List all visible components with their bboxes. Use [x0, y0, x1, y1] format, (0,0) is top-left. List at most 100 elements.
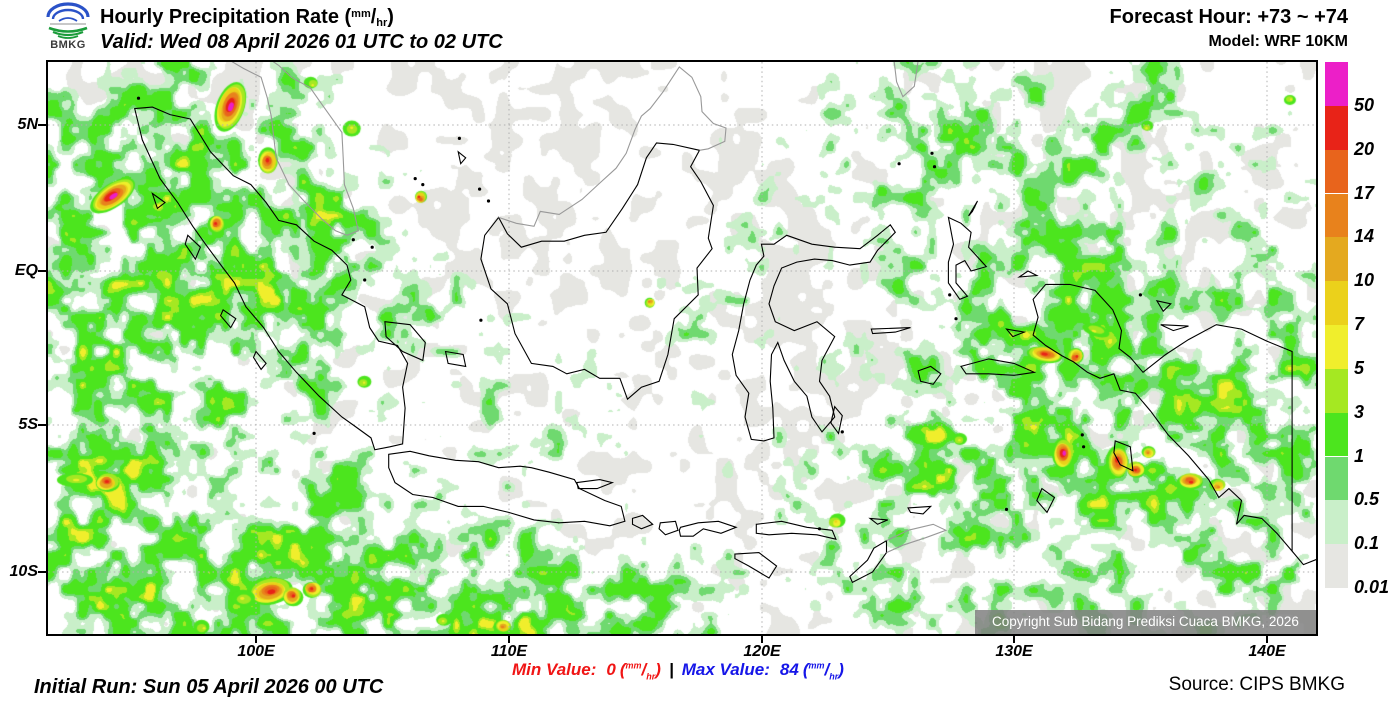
- legend-color-segment: [1325, 149, 1348, 194]
- coastline-indonesia: [960, 358, 1037, 376]
- coastline-indonesia: [755, 520, 837, 540]
- coastline-indonesia: [480, 142, 714, 401]
- x-axis-label: 140E: [1248, 643, 1286, 660]
- small-island: [1004, 507, 1009, 511]
- legend-value-label: 0.1: [1354, 533, 1380, 554]
- coastline-foreign: [498, 66, 727, 227]
- coastline-indonesia: [1155, 299, 1172, 313]
- min-unit: (mm/hr): [619, 660, 661, 682]
- map-clip-group: [48, 62, 1316, 634]
- y-axis-label: EQ: [14, 262, 38, 279]
- coastline-indonesia: [384, 321, 426, 362]
- y-axis-label: 5S: [18, 416, 38, 433]
- unit-denominator: hr: [829, 671, 839, 682]
- small-island: [370, 245, 374, 249]
- coastline-indonesia: [849, 539, 888, 584]
- x-axis-label: 100E: [237, 643, 275, 660]
- y-axis-label: 10S: [9, 563, 38, 580]
- small-island: [840, 430, 844, 434]
- x-axis-label: 120E: [743, 643, 781, 660]
- legend-color-segment: [1325, 500, 1348, 545]
- coastline-indonesia: [907, 505, 933, 515]
- coastline-indonesia: [658, 520, 679, 536]
- coastline-indonesia: [1017, 270, 1039, 278]
- unit-close: ): [387, 6, 394, 28]
- coastline-indonesia: [870, 327, 911, 335]
- unit-open: (: [802, 660, 809, 679]
- coastlines-overlay: [38, 62, 1316, 643]
- y-axis-label: 5N: [17, 116, 38, 133]
- coastline-indonesia: [252, 350, 267, 371]
- unit-numerator: mm: [351, 8, 371, 20]
- unit-numerator: mm: [625, 660, 642, 671]
- coastline-indonesia: [1032, 283, 1293, 553]
- unit-slash: /: [370, 6, 377, 28]
- coastline-indonesia: [457, 150, 467, 165]
- coastline-indonesia: [1160, 324, 1189, 332]
- small-island: [932, 165, 937, 169]
- max-value-text: Max Value: 84 (mm/hr): [681, 660, 844, 682]
- unit-slash: /: [824, 660, 830, 679]
- minmax-separator: |: [668, 660, 674, 679]
- coastline-foreign: [893, 62, 919, 98]
- legend-color-segment: [1325, 62, 1348, 106]
- legend-color-segment: [1325, 237, 1348, 282]
- small-island: [897, 162, 901, 166]
- legend-value-label: 3: [1354, 401, 1365, 422]
- model-name: Model: WRF 10KM: [1208, 33, 1348, 50]
- title-text: Hourly Precipitation Rate: [100, 6, 345, 28]
- small-island: [817, 527, 822, 531]
- coastline-indonesia: [1005, 328, 1027, 338]
- coastline-indonesia: [947, 216, 988, 300]
- unit-denominator: hr: [646, 671, 656, 682]
- small-island: [479, 318, 483, 322]
- legend-color-segment: [1325, 325, 1348, 369]
- legend-color-segment: [1325, 412, 1348, 457]
- small-island: [457, 136, 461, 140]
- forecast-hour: Forecast Hour: +73 ~ +74: [1109, 6, 1348, 28]
- valid-time: Valid: Wed 08 April 2026 01 UTC to 02 UT…: [100, 31, 503, 53]
- coastline-indonesia: [1291, 550, 1316, 566]
- coastline-indonesia: [151, 192, 166, 210]
- coastline-indonesia: [134, 106, 409, 451]
- unit-close: ): [838, 660, 844, 679]
- coastline-indonesia: [1036, 487, 1056, 514]
- legend-color-segment: [1325, 456, 1348, 501]
- legend-value-label: 14: [1354, 226, 1375, 247]
- max-label: Max Value:: [681, 660, 770, 679]
- legend-value-label: 7: [1354, 314, 1365, 334]
- initial-run: Initial Run: Sun 05 April 2026 00 UTC: [34, 676, 384, 698]
- coastline-indonesia: [731, 223, 897, 442]
- x-axis-label: 130E: [995, 643, 1033, 660]
- coastline-indonesia: [917, 365, 942, 385]
- min-label: Min Value:: [512, 660, 597, 679]
- legend-value-label: 10: [1354, 270, 1375, 291]
- bmkg-logo: BMKG: [44, 2, 92, 54]
- unit-close: ): [655, 660, 661, 679]
- coastline-indonesia: [388, 450, 626, 527]
- coastline-indonesia: [1113, 440, 1134, 472]
- x-axis-label: 110E: [490, 643, 528, 660]
- legend-value-label: 17: [1354, 182, 1375, 203]
- legend-value-label: 1: [1354, 445, 1365, 466]
- coastline-indonesia: [968, 200, 978, 217]
- page-title: Hourly Precipitation Rate (mm/hr): [100, 6, 394, 29]
- min-value-text: Min Value: 0 (mm/hr): [512, 660, 661, 682]
- legend-value-label: 20: [1354, 138, 1375, 159]
- coastline-foreign: [886, 523, 948, 554]
- small-island: [136, 96, 141, 100]
- minmax-line: Min Value: 0 (mm/hr) | Max Value: 84 (mm/hr): [512, 660, 844, 681]
- unit-denominator: hr: [376, 17, 388, 29]
- small-island: [486, 199, 491, 203]
- legend-value-label: 0.01: [1354, 577, 1390, 597]
- legend-color-segment: [1325, 193, 1348, 238]
- small-island: [1082, 445, 1086, 449]
- small-island: [930, 151, 934, 155]
- legend-color-segment: [1325, 368, 1348, 413]
- small-island: [948, 293, 952, 297]
- unit-open: (: [344, 6, 352, 28]
- small-island: [1138, 293, 1142, 297]
- unit-open: (: [619, 660, 626, 679]
- small-island: [954, 317, 958, 321]
